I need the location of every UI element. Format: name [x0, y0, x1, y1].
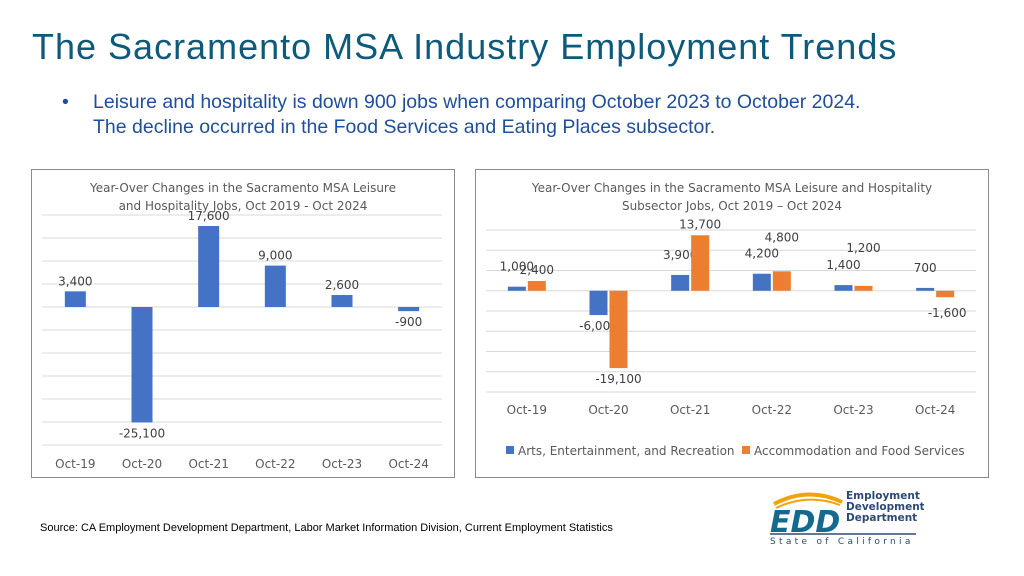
- x-tick-label: Oct-24: [915, 403, 955, 417]
- chart-panel-subsector: Year-Over Changes in the Sacramento MSA …: [475, 169, 989, 478]
- data-label: 1,200: [846, 241, 880, 255]
- bar-arts: [507, 286, 526, 291]
- bar-food: [936, 290, 955, 298]
- data-label: 13,700: [679, 217, 721, 231]
- legend-label-arts: Arts, Entertainment, and Recreation: [518, 444, 735, 458]
- x-tick-label: Oct-20: [588, 403, 628, 417]
- data-label: 3,400: [58, 274, 92, 288]
- chart-title-line-1: Year-Over Changes in the Sacramento MSA …: [531, 181, 932, 195]
- x-tick-label: Oct-19: [55, 457, 95, 471]
- x-tick-label: Oct-24: [388, 457, 428, 471]
- bar: [264, 265, 286, 307]
- source-note: Source: CA Employment Development Depart…: [40, 522, 613, 534]
- x-tick-label: Oct-21: [670, 403, 710, 417]
- x-tick-label: Oct-23: [833, 403, 873, 417]
- data-label: 9,000: [258, 249, 292, 263]
- bar-food: [854, 285, 873, 291]
- x-tick-label: Oct-21: [188, 457, 228, 471]
- bar-food: [609, 290, 628, 369]
- chart-title-line-2: and Hospitality Jobs, Oct 2019 - Oct 202…: [119, 199, 368, 213]
- data-label: -6,000: [579, 319, 618, 333]
- bullet-text: Leisure and hospitality is down 900 jobs…: [93, 90, 953, 140]
- data-label: 700: [914, 261, 937, 275]
- legend-label-food: Accommodation and Food Services: [754, 444, 965, 458]
- bullet-line-1: Leisure and hospitality is down 900 jobs…: [93, 91, 861, 113]
- x-tick-label: Oct-23: [322, 457, 362, 471]
- data-label: 4,800: [765, 230, 799, 244]
- page-title: The Sacramento MSA Industry Employment T…: [32, 26, 898, 67]
- data-label: -19,100: [595, 372, 641, 386]
- data-label: 2,400: [520, 263, 554, 277]
- bar: [64, 291, 86, 307]
- data-label: 2,600: [325, 278, 359, 292]
- bar-arts: [671, 274, 690, 291]
- bar-food: [527, 281, 546, 291]
- bar: [331, 295, 353, 307]
- edd-logo-graphic: EDD Employment Development Department St…: [770, 490, 925, 547]
- chart-subsector-jobs: Year-Over Changes in the Sacramento MSA …: [486, 181, 976, 458]
- bar: [398, 307, 420, 312]
- chart-total-jobs: Year-Over Changes in the Sacramento MSA …: [42, 181, 442, 471]
- data-label: 17,600: [188, 209, 230, 223]
- data-label: 4,200: [745, 247, 779, 261]
- legend-swatch-food: [742, 446, 750, 454]
- logo-line-2: Development: [846, 501, 924, 513]
- bar-arts: [589, 290, 608, 316]
- data-label: 3,900: [663, 248, 697, 262]
- logo-line-3: Department: [846, 512, 917, 524]
- bullet-line-2: The decline occurred in the Food Service…: [93, 116, 716, 138]
- data-label: 1,400: [826, 258, 860, 272]
- bar: [198, 226, 220, 307]
- bullet-symbol: •: [62, 91, 69, 113]
- x-tick-label: Oct-20: [122, 457, 162, 471]
- edd-logo: EDD Employment Development Department St…: [768, 488, 925, 547]
- logo-line-1: Employment: [846, 490, 920, 502]
- data-label: -900: [395, 315, 422, 329]
- x-tick-label: Oct-22: [752, 403, 792, 417]
- x-tick-label: Oct-22: [255, 457, 295, 471]
- legend-swatch-arts: [506, 446, 514, 454]
- logo-tagline: State of California: [770, 537, 914, 546]
- bar-food: [772, 271, 791, 291]
- data-label: 1,000: [500, 260, 534, 274]
- chart-panel-total: Year-Over Changes in the Sacramento MSA …: [31, 169, 455, 478]
- bar: [131, 307, 153, 423]
- data-label: -1,600: [928, 306, 967, 320]
- data-label: -25,100: [119, 426, 165, 440]
- bar-arts: [916, 287, 935, 291]
- chart-title-line-1: Year-Over Changes in the Sacramento MSA …: [89, 181, 396, 195]
- x-tick-label: Oct-19: [507, 403, 547, 417]
- bar-arts: [752, 273, 771, 291]
- bar-food: [691, 235, 710, 291]
- chart-title-line-2: Subsector Jobs, Oct 2019 – Oct 2024: [622, 199, 842, 213]
- bar-arts: [834, 285, 853, 291]
